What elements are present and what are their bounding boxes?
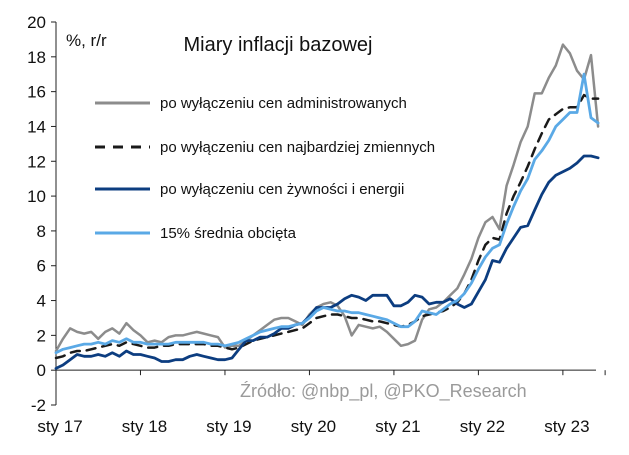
y-tick-label: 0 [37, 361, 46, 380]
y-tick-label: 2 [37, 326, 46, 345]
y-tick-label: 8 [37, 222, 46, 241]
y-tick-label: 4 [37, 292, 46, 311]
series-lines [54, 43, 600, 370]
x-tick-label: sty 17 [37, 417, 82, 436]
y-tick-label: -2 [31, 396, 46, 415]
series-line-4 [54, 72, 600, 355]
series-line-1 [54, 43, 600, 353]
chart-title: Miary inflacji bazowej [184, 34, 373, 56]
legend-label-4: 15% średnia obcięta [160, 225, 297, 242]
y-tick-label: 20 [27, 13, 46, 32]
unit-label: %, r/r [66, 31, 107, 50]
x-tick-label: sty 19 [206, 417, 251, 436]
legend-label-3: po wyłączeniu cen żywności i energii [160, 181, 404, 198]
y-tick-label: 18 [27, 48, 46, 67]
y-tick-label: 12 [27, 152, 46, 171]
source-label: Źródło: @nbp_pl, @PKO_Research [240, 381, 527, 402]
legend-label-1: po wyłączeniu cen administrowanych [160, 95, 407, 112]
y-tick-label: 10 [27, 187, 46, 206]
legend: po wyłączeniu cen administrowanych po wył… [95, 95, 435, 242]
y-tick-label: 14 [27, 117, 46, 136]
y-tick-label: 6 [37, 257, 46, 276]
legend-label-2: po wyłączeniu cen najbardziej zmiennych [160, 139, 435, 156]
axes: -2 0 2 4 6 8 10 12 14 16 18 20 sty 17 sty 18 sty 19 sty… [27, 13, 606, 436]
x-tick-label: sty 20 [291, 417, 336, 436]
x-tick-label: sty 18 [122, 417, 167, 436]
y-tick-label: 16 [27, 83, 46, 102]
x-tick-label: sty 23 [544, 417, 589, 436]
x-tick-label: sty 21 [375, 417, 420, 436]
x-tick-label: sty 22 [460, 417, 505, 436]
series-line-2 [54, 93, 600, 360]
